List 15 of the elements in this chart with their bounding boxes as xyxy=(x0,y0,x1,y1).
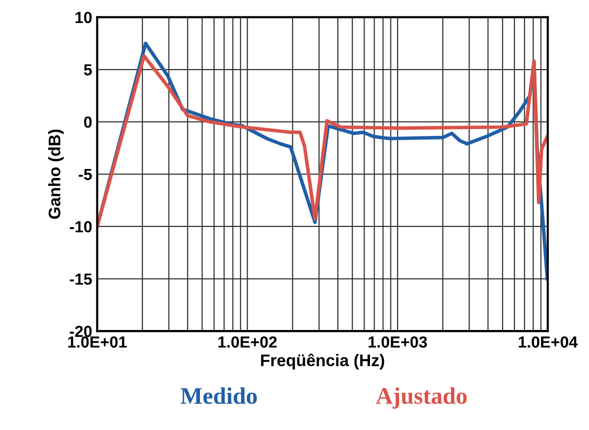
x-tick-label: 1.0E+04 xyxy=(518,336,578,348)
y-tick-label: -5 xyxy=(78,168,92,180)
y-tick-label: -15 xyxy=(70,274,92,285)
y-tick-label: -20 xyxy=(70,326,92,338)
x-tick-label: 1.0E+03 xyxy=(368,336,427,348)
y-axis-title: Ganho (dB) xyxy=(48,130,64,219)
text: Ajustado xyxy=(376,387,467,409)
y-tick-label: 10 xyxy=(76,12,92,24)
y-tick-label: -10 xyxy=(70,221,92,232)
x-axis-title: Freqüência (Hz) xyxy=(261,354,384,370)
text: Medido xyxy=(180,387,257,404)
y-tick-label: 5 xyxy=(84,64,92,76)
y-tick-label: 0 xyxy=(84,116,92,128)
x-tick-label: 1.0E+01 xyxy=(68,336,127,348)
x-tick-label: 1.0E+02 xyxy=(218,336,277,348)
